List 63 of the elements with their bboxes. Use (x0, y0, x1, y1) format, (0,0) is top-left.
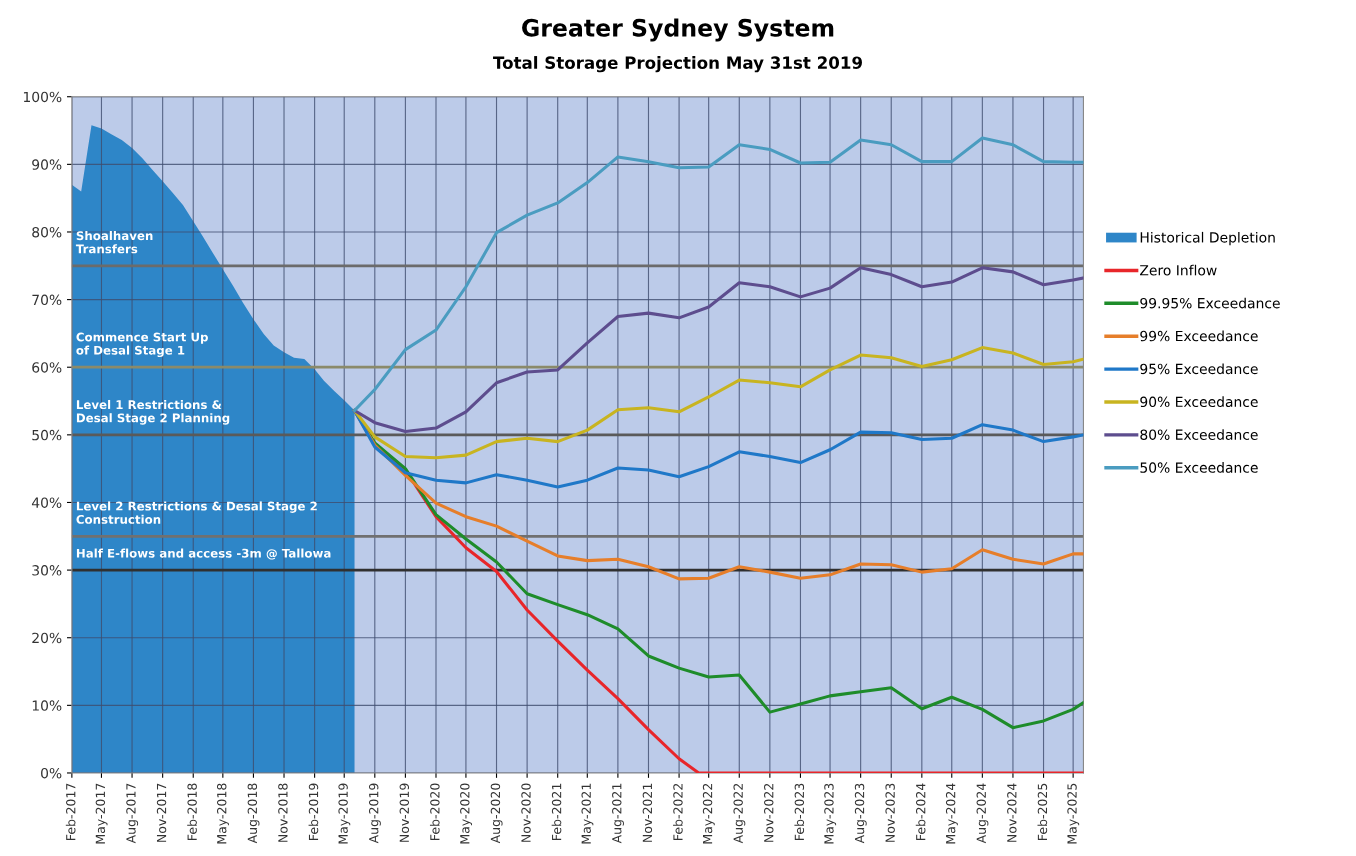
ref-line-label: Level 2 Restrictions & Desal Stage 2 Construction (76, 501, 317, 524)
y-tick-label: 30% (32, 565, 62, 576)
x-tick-label: Aug-2024 (976, 783, 989, 844)
ref-line-label: Commence Start Up of Desal Stage 1 (76, 332, 208, 358)
x-tick-label: May-2025 (1067, 783, 1080, 844)
x-tick-label: Nov-2021 (642, 783, 653, 842)
y-tick-label: 80% (32, 226, 62, 238)
x-tick-label: May-2024 (945, 783, 958, 844)
x-tick-label: Nov-2017 (156, 783, 167, 842)
x-tick-label: Nov-2024 (1007, 783, 1017, 842)
x-tick-label: Aug-2020 (490, 783, 503, 844)
x-tick-label: Nov-2019 (399, 783, 410, 842)
y-tick-label: 20% (32, 632, 62, 644)
line-series (352, 266, 1084, 433)
y-tick-label: 90% (32, 159, 62, 170)
legend-label: 50% Exceedance (1140, 462, 1258, 473)
x-tick-label: Nov-2023 (885, 783, 895, 842)
x-tick-label: May-2023 (824, 783, 837, 844)
x-tick-label: May-2022 (702, 783, 715, 844)
y-tick-label: 100% (23, 91, 62, 103)
ref-line-label: Half E-flows and access -3m @ Tallowa (76, 548, 331, 560)
x-tick-label: Feb-2025 (1037, 783, 1048, 840)
x-tick-label: May-2017 (95, 783, 108, 844)
legend-label: 90% Exceedance (1140, 396, 1258, 408)
x-tick-label: Nov-2018 (278, 783, 288, 842)
x-tick-label: Feb-2020 (429, 783, 440, 840)
chart-subtitle: Total Storage Projection May 31st 2019 (493, 56, 862, 73)
x-tick-label: Aug-2022 (733, 783, 746, 844)
x-tick-label: Aug-2018 (247, 783, 260, 844)
x-tick-label: Aug-2023 (854, 783, 867, 844)
line-series (352, 346, 1084, 460)
y-tick-label: 0% (41, 767, 62, 779)
chart-title: Greater Sydney System (522, 18, 834, 42)
x-tick-label: May-2021 (581, 783, 594, 844)
legend-label: 95% Exceedance (1140, 363, 1258, 375)
x-tick-label: Nov-2022 (764, 783, 774, 842)
ref-line-label: Level 1 Restrictions & Desal Stage 2 Planning (76, 399, 230, 425)
ref-line-label: Shoalhaven Transfers (75, 231, 153, 254)
x-tick-label: Aug-2017 (126, 783, 139, 844)
x-tick-label: Feb-2017 (65, 783, 76, 840)
x-tick-label: Nov-2020 (521, 783, 531, 842)
x-tick-label: Feb-2019 (308, 783, 319, 840)
x-tick-label: May-2020 (460, 783, 472, 844)
x-tick-label: Feb-2021 (551, 783, 562, 840)
x-tick-label: Feb-2018 (187, 783, 197, 840)
x-tick-label: Aug-2019 (368, 783, 381, 844)
y-tick-label: 50% (32, 429, 62, 441)
y-tick-label: 70% (32, 294, 62, 306)
x-tick-label: Feb-2024 (915, 783, 926, 840)
x-tick-label: Feb-2022 (673, 783, 683, 840)
x-tick-label: Aug-2021 (612, 783, 624, 844)
y-tick-label: 10% (32, 700, 62, 711)
legend-label: Zero Inflow (1140, 264, 1217, 276)
legend-label: 80% Exceedance (1140, 429, 1258, 440)
x-tick-label: May-2019 (338, 783, 351, 844)
x-tick-label: May-2018 (217, 783, 229, 844)
x-tick-label: Feb-2023 (794, 783, 805, 840)
legend-label: Historical Depletion (1140, 231, 1275, 246)
line-series (352, 136, 1084, 413)
y-tick-label: 40% (31, 497, 62, 508)
legend-label: 99.95% Exceedance (1140, 297, 1280, 309)
legend-label: 99% Exceedance (1140, 330, 1258, 342)
y-tick-label: 60% (32, 362, 62, 373)
